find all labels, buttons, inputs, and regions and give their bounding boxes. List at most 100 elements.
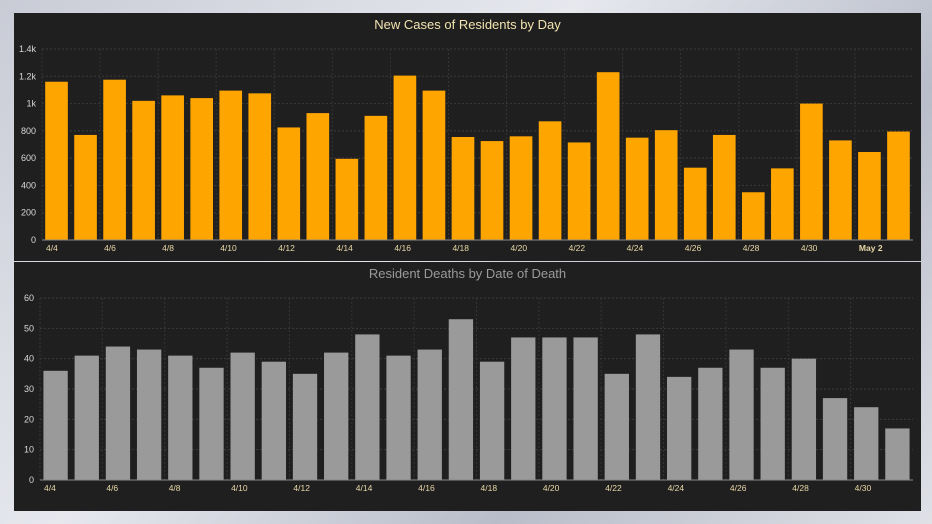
cases-bar [829, 140, 852, 240]
deaths-bar [729, 349, 754, 480]
deaths-bar [667, 376, 692, 480]
cases-xtick-label: 4/8 [162, 243, 174, 253]
cases-bar [45, 81, 68, 240]
cases-bar [712, 134, 736, 240]
cases-xtick-label: 4/22 [569, 243, 586, 253]
deaths-ytick-label: 30 [24, 384, 34, 394]
deaths-bar [760, 367, 785, 480]
cases-ytick-label: 1.2k [19, 71, 37, 81]
deaths-bar [822, 398, 848, 480]
deaths-xtick-label: 4/18 [481, 483, 498, 493]
cases-bar [74, 134, 97, 240]
cases-bar [683, 167, 707, 240]
deaths-ytick-label: 60 [24, 293, 34, 303]
cases-xtick-label: 4/6 [104, 243, 116, 253]
deaths-bar [261, 361, 286, 480]
cases-bar [741, 192, 765, 240]
cases-ytick-label: 0 [31, 235, 36, 245]
cases-bar [190, 98, 214, 240]
cases-bar [248, 93, 272, 240]
deaths-bar [324, 352, 349, 480]
deaths-ytick-label: 0 [29, 475, 34, 485]
deaths-bar [43, 370, 68, 480]
deaths-ytick-label: 40 [24, 354, 34, 364]
cases-bar [451, 136, 475, 240]
cases-bar [161, 95, 184, 240]
cases-bar [567, 142, 591, 240]
deaths-xtick-label: 4/22 [605, 483, 622, 493]
cases-xtick-label: 4/14 [336, 243, 353, 253]
cases-bar [364, 115, 388, 240]
deaths-bar [74, 355, 99, 480]
deaths-bar [511, 337, 536, 480]
cases-bar [509, 136, 533, 240]
deaths-chart-panel: Resident Deaths by Date of Death 0 10 20 30… [14, 262, 921, 511]
cases-xtick-label: 4/28 [743, 243, 760, 253]
deaths-xtick-label: 4/16 [418, 483, 435, 493]
cases-bar [132, 100, 155, 240]
deaths-bar [168, 355, 193, 480]
cases-xtick-label: 4/20 [511, 243, 528, 253]
deaths-bar [230, 352, 255, 480]
cases-bar [596, 72, 620, 240]
deaths-bar [386, 355, 411, 480]
cases-xtick-label: 4/18 [452, 243, 469, 253]
deaths-ytick-label: 10 [24, 445, 34, 455]
cases-bar [219, 90, 243, 240]
cases-ytick-label: 1.4k [19, 44, 37, 54]
cases-bar [800, 103, 823, 240]
deaths-xtick-label: 4/8 [169, 483, 181, 493]
deaths-xtick-label: 4/24 [668, 483, 685, 493]
deaths-bar [355, 334, 380, 480]
deaths-chart-title: Resident Deaths by Date of Death [368, 266, 567, 281]
cases-bar [625, 137, 649, 240]
cases-xtick-label: 4/10 [220, 243, 237, 253]
cases-ytick-label: 1k [26, 99, 36, 109]
cases-bar [538, 121, 562, 240]
deaths-xtick-label: 4/20 [543, 483, 560, 493]
cases-xtick-label: 4/24 [627, 243, 644, 253]
cases-bar [277, 127, 301, 240]
deaths-bar [604, 373, 629, 480]
deaths-ytick-label: 20 [24, 414, 34, 424]
cases-ytick-label: 600 [21, 153, 36, 163]
cases-xtick-label: 4/12 [278, 243, 295, 253]
deaths-xtick-label: 4/6 [106, 483, 118, 493]
deaths-xtick-label: 4/14 [356, 483, 373, 493]
deaths-xtick-label: 4/28 [792, 483, 809, 493]
cases-chart-title: New Cases of Residents by Day [374, 17, 561, 32]
cases-xtick-label: 4/4 [46, 243, 58, 253]
cases-ytick-label: 800 [21, 126, 36, 136]
cases-xtick-label: May 2 [859, 243, 883, 253]
cases-xtick-label: 4/16 [394, 243, 411, 253]
deaths-bar [448, 319, 474, 480]
deaths-bar [791, 358, 817, 480]
deaths-bar [199, 367, 224, 480]
cases-bar [393, 75, 417, 240]
deaths-xtick-label: 4/30 [855, 483, 872, 493]
cases-bar [103, 79, 126, 240]
cases-bar [887, 131, 910, 240]
cases-ytick-label: 400 [21, 180, 36, 190]
cases-bar [480, 141, 504, 240]
cases-chart: 0 200 400 600 800 1k 1.2k 1.4k 4/4 4/6 4/8 4/10 4/12… [19, 44, 913, 253]
cases-xtick-label: 4/30 [801, 243, 818, 253]
cases-bar [306, 113, 330, 240]
deaths-xtick-label: 4/26 [730, 483, 747, 493]
deaths-bar [698, 367, 723, 480]
deaths-xtick-label: 4/12 [293, 483, 310, 493]
cases-bar [335, 158, 359, 240]
deaths-bar [479, 361, 505, 480]
deaths-bar [854, 407, 879, 480]
deaths-bar [417, 349, 442, 480]
cases-bar [771, 168, 794, 240]
deaths-bar [292, 373, 318, 480]
cases-bar [654, 130, 678, 240]
deaths-bar [136, 349, 162, 480]
cases-xtick-label: 4/26 [685, 243, 702, 253]
deaths-xtick-label: 4/10 [231, 483, 248, 493]
deaths-bar [105, 346, 131, 480]
deaths-bar [542, 337, 567, 480]
deaths-bar [885, 428, 910, 480]
deaths-xtick-label: 4/4 [44, 483, 56, 493]
